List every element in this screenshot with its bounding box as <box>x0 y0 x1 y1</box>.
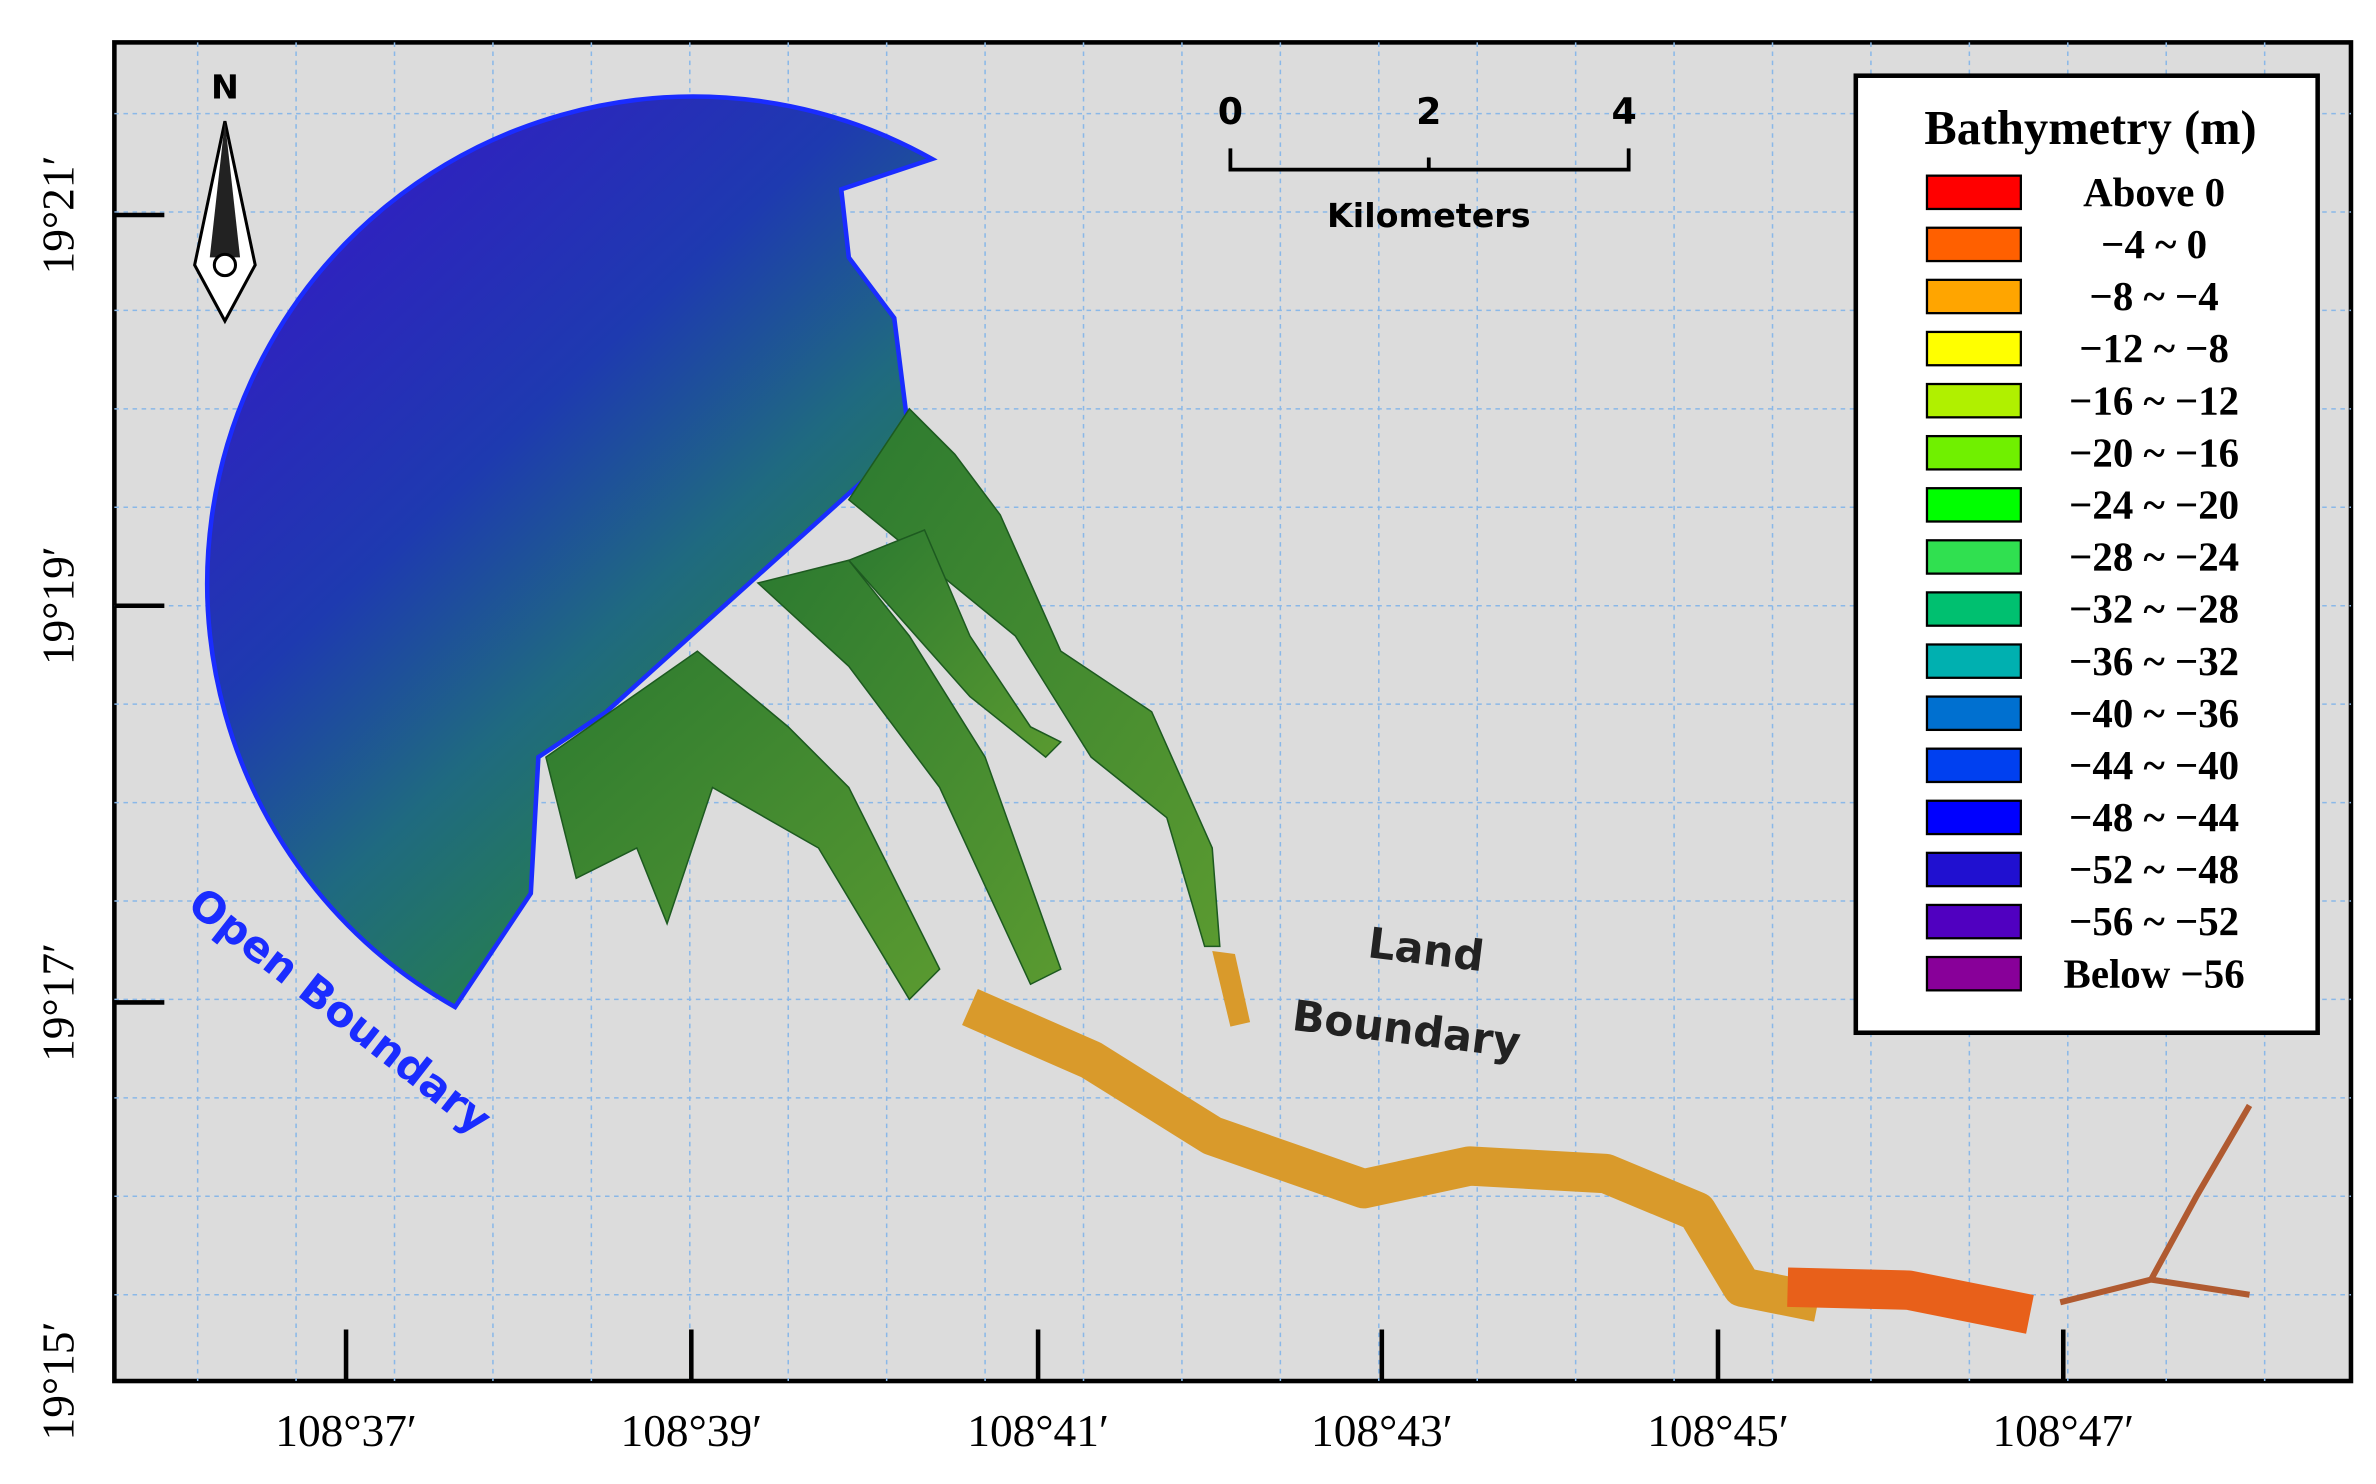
legend-swatch <box>1925 643 2022 679</box>
scale-label: 2 <box>1416 90 1441 133</box>
lon-label: 108°39′ <box>621 1406 763 1456</box>
lat-label: 19°17′ <box>33 943 83 1062</box>
branch-tip <box>1212 950 1251 1027</box>
legend-label: −56 ~ −52 <box>2069 899 2239 944</box>
legend-label: −24 ~ −20 <box>2069 482 2239 527</box>
lon-label: 108°43′ <box>1311 1406 1453 1456</box>
lon-label: 108°37′ <box>275 1406 417 1456</box>
legend-label: −16 ~ −12 <box>2069 378 2239 423</box>
lon-label: 108°45′ <box>1647 1406 1789 1456</box>
upper-channel <box>1787 1267 2034 1334</box>
river-head <box>2059 1103 2253 1306</box>
legend-label: −52 ~ −48 <box>2069 847 2239 892</box>
legend-label: −28 ~ −24 <box>2069 535 2239 580</box>
legend-swatch <box>1925 434 2022 471</box>
scale-label: 4 <box>1611 90 1636 133</box>
river-branches <box>545 407 1221 1001</box>
legend-label: Below −56 <box>2064 951 2245 996</box>
legend-label: −36 ~ −32 <box>2069 639 2239 684</box>
legend-label: −12 ~ −8 <box>2079 326 2229 371</box>
north-arrow: N <box>193 67 257 325</box>
legend-swatch <box>1925 226 2022 263</box>
scale-bar: Kilometers 0 2 4 <box>1218 90 1637 235</box>
legend-swatch <box>1925 695 2022 732</box>
scale-label: 0 <box>1218 90 1243 133</box>
legend-swatch <box>1925 382 2022 419</box>
open-sea-mesh <box>204 94 938 1011</box>
legend-label: −48 ~ −44 <box>2069 795 2239 840</box>
scale-unit: Kilometers <box>1327 196 1531 235</box>
lon-label: 108°47′ <box>1992 1406 2134 1456</box>
legend-swatch <box>1925 903 2022 940</box>
legend-label: −32 ~ −28 <box>2069 587 2239 632</box>
legend-label: Above 0 <box>2083 170 2225 215</box>
legend-swatch <box>1925 539 2022 575</box>
lat-label: 19°21′ <box>33 156 83 275</box>
legend-swatch <box>1925 851 2022 888</box>
legend-swatch <box>1925 487 2022 523</box>
legend-title: Bathymetry (m) <box>1924 102 2256 155</box>
legend-label: −4 ~ 0 <box>2101 222 2207 267</box>
legend-swatch <box>1925 278 2022 315</box>
main-channel <box>962 988 1822 1322</box>
legend-swatch <box>1925 591 2022 627</box>
legend-swatch <box>1925 799 2022 836</box>
legend-label: −8 ~ −4 <box>2090 274 2219 319</box>
lat-label: 19°19′ <box>33 546 83 665</box>
lat-label: 19°15′ <box>33 1322 83 1441</box>
legend-swatch <box>1925 955 2022 992</box>
north-label: N <box>211 67 239 106</box>
legend-label: −20 ~ −16 <box>2069 430 2239 475</box>
lon-label: 108°41′ <box>967 1406 1109 1456</box>
legend-label: −44 ~ −40 <box>2069 743 2239 788</box>
legend-swatch <box>1925 330 2022 367</box>
legend-label: −40 ~ −36 <box>2069 691 2239 736</box>
legend-swatch <box>1925 174 2022 211</box>
legend-swatch <box>1925 747 2022 784</box>
